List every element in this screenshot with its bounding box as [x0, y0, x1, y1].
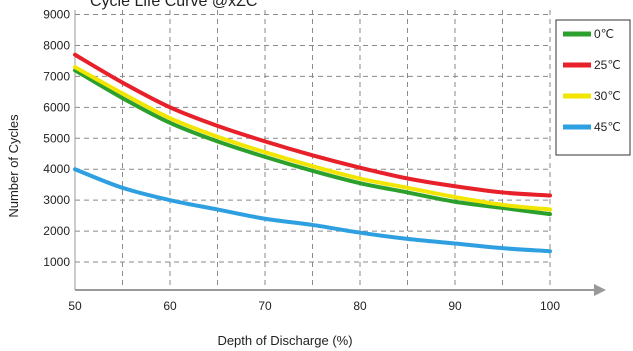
x-axis-title: Depth of Discharge (%)	[217, 333, 352, 348]
x-tick-label: 80	[353, 299, 367, 313]
series-line-2	[73, 65, 552, 212]
y-tick-label: 6000	[43, 100, 70, 114]
legend-label: 0℃	[594, 27, 614, 41]
legend: 0℃ 25℃ 30℃ 45℃	[555, 19, 631, 156]
x-tick-label: 70	[258, 299, 272, 313]
x-tick-label: 50	[68, 299, 82, 313]
x-tick-label: 90	[448, 299, 462, 313]
y-tick-label: 9000	[43, 8, 70, 22]
axes	[74, 10, 606, 296]
x-tick-label: 100	[540, 299, 560, 313]
y-axis-title: Number of Cycles	[6, 114, 21, 218]
y-tick-label: 3000	[43, 193, 70, 207]
legend-label: 25℃	[594, 58, 621, 72]
y-tick-label: 5000	[43, 131, 70, 145]
legend-label: 45℃	[594, 120, 621, 134]
series-lines	[73, 52, 552, 254]
y-tick-label: 2000	[43, 224, 70, 238]
y-tick-label: 8000	[43, 38, 70, 52]
x-axis-arrow	[594, 284, 606, 296]
legend-label: 30℃	[594, 89, 621, 103]
tick-labels: 1000 2000 3000 4000 5000 6000 7000 8000 9000 50 60…	[43, 8, 560, 313]
y-tick-label: 4000	[43, 162, 70, 176]
y-tick-label: 7000	[43, 69, 70, 83]
y-tick-label: 1000	[43, 255, 70, 269]
series-line-0	[73, 68, 552, 217]
legend-box	[555, 19, 631, 156]
x-tick-label: 60	[163, 299, 177, 313]
series-line-1	[73, 52, 552, 198]
series-line-3	[73, 167, 552, 254]
grid	[75, 10, 551, 290]
chart-title: Cycle Life Curve @xZC	[90, 0, 257, 10]
